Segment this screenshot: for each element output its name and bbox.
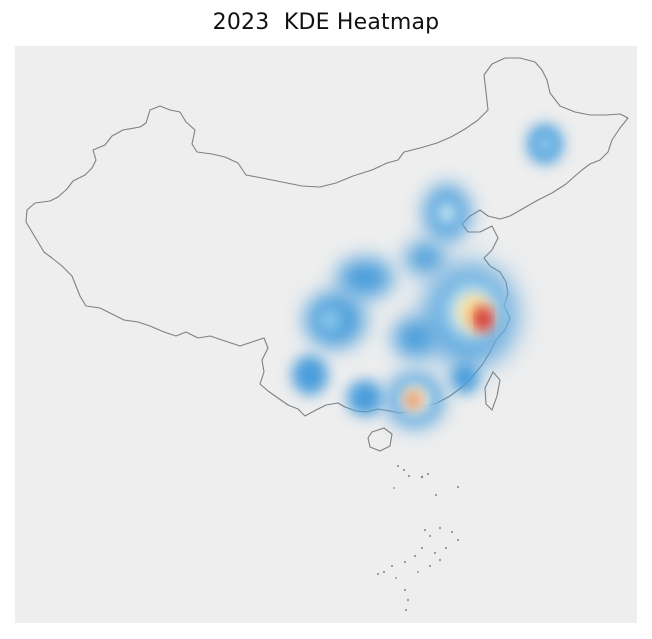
hotspot-fujian bbox=[451, 362, 479, 394]
taiwan-island bbox=[484, 371, 501, 412]
hotspot-nanning bbox=[347, 380, 383, 416]
hotspot-wuhan bbox=[393, 318, 437, 358]
hainan-island bbox=[367, 427, 393, 452]
hotspot-kunming bbox=[292, 355, 328, 395]
map-panel bbox=[15, 46, 637, 623]
kde-heat-layer bbox=[292, 124, 563, 427]
map-canvas bbox=[25, 57, 629, 611]
country-boundary bbox=[25, 57, 629, 417]
chart-title: 2023 KDE Heatmap bbox=[212, 10, 440, 35]
hotspot-xian bbox=[337, 258, 393, 298]
south-sea-islands bbox=[377, 465, 459, 611]
